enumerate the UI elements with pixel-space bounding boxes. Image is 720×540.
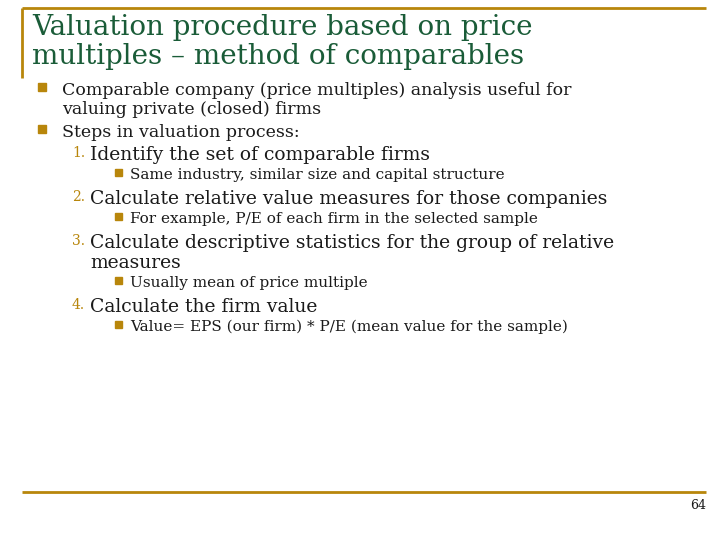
Text: Steps in valuation process:: Steps in valuation process: [62, 124, 300, 141]
Text: valuing private (closed) firms: valuing private (closed) firms [62, 101, 321, 118]
FancyBboxPatch shape [38, 125, 46, 133]
Text: Same industry, similar size and capital structure: Same industry, similar size and capital … [130, 168, 505, 182]
Text: Calculate the firm value: Calculate the firm value [90, 298, 318, 316]
FancyBboxPatch shape [114, 321, 122, 327]
Text: Calculate descriptive statistics for the group of relative: Calculate descriptive statistics for the… [90, 234, 614, 252]
Text: Calculate relative value measures for those companies: Calculate relative value measures for th… [90, 190, 608, 208]
FancyBboxPatch shape [114, 168, 122, 176]
Text: 4.: 4. [72, 298, 85, 312]
Text: measures: measures [90, 254, 181, 272]
Text: 1.: 1. [72, 146, 85, 160]
FancyBboxPatch shape [114, 276, 122, 284]
Text: Valuation procedure based on price: Valuation procedure based on price [32, 14, 533, 41]
Text: Comparable company (price multiples) analysis useful for: Comparable company (price multiples) ana… [62, 82, 572, 99]
Text: For example, P/E of each firm in the selected sample: For example, P/E of each firm in the sel… [130, 212, 538, 226]
Text: 3.: 3. [72, 234, 85, 248]
FancyBboxPatch shape [38, 83, 46, 91]
Text: Value= EPS (our firm) * P/E (mean value for the sample): Value= EPS (our firm) * P/E (mean value … [130, 320, 568, 334]
Text: Identify the set of comparable firms: Identify the set of comparable firms [90, 146, 430, 164]
FancyBboxPatch shape [114, 213, 122, 219]
Text: 64: 64 [690, 499, 706, 512]
Text: multiples – method of comparables: multiples – method of comparables [32, 43, 524, 70]
Text: Usually mean of price multiple: Usually mean of price multiple [130, 276, 368, 290]
Text: 2.: 2. [72, 190, 85, 204]
